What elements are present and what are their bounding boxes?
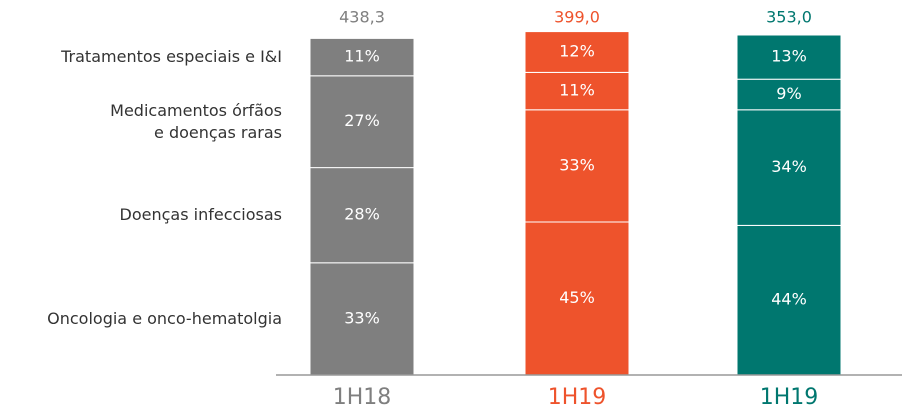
segment-label: 12% [559,42,595,61]
segment-label: 9% [776,84,801,103]
x-tick-label: 1H19 [760,385,819,410]
segment-label: 45% [559,288,595,307]
segment-label: 33% [344,308,380,327]
x-tick-label: 1H18 [333,385,392,410]
bar-segment [309,167,415,264]
x-tick-label: 1H19 [548,385,607,410]
bar-segment [524,109,630,223]
series-label: Tratamentos especiais e I&I [61,47,282,67]
bar-segment [736,224,842,376]
segment-label: 44% [771,290,807,309]
bar-segment [524,221,630,376]
segment-label: 33% [559,155,595,174]
bar-segment [524,71,630,111]
segment-label: 28% [344,205,380,224]
bar-segment [524,31,630,73]
bar-segment [309,262,415,376]
segment-label: 34% [771,157,807,176]
bar-segment [736,34,842,80]
series-label: Doenças infecciosas [119,205,282,225]
series-label: Medicamentos órfãos e doenças raras [110,100,282,142]
series-label: Oncologia e onco-hematolgia [47,308,282,328]
segment-label: 13% [771,47,807,66]
bar-segment [309,75,415,169]
total-label: 438,3 [339,8,385,27]
bar-segment [736,78,842,111]
bar-segment [736,109,842,226]
segment-label: 27% [344,111,380,130]
total-label: 353,0 [766,8,812,27]
total-label: 399,0 [554,8,600,27]
bar-segment [309,37,415,77]
segment-label: 11% [559,81,595,100]
segment-label: 11% [344,47,380,66]
